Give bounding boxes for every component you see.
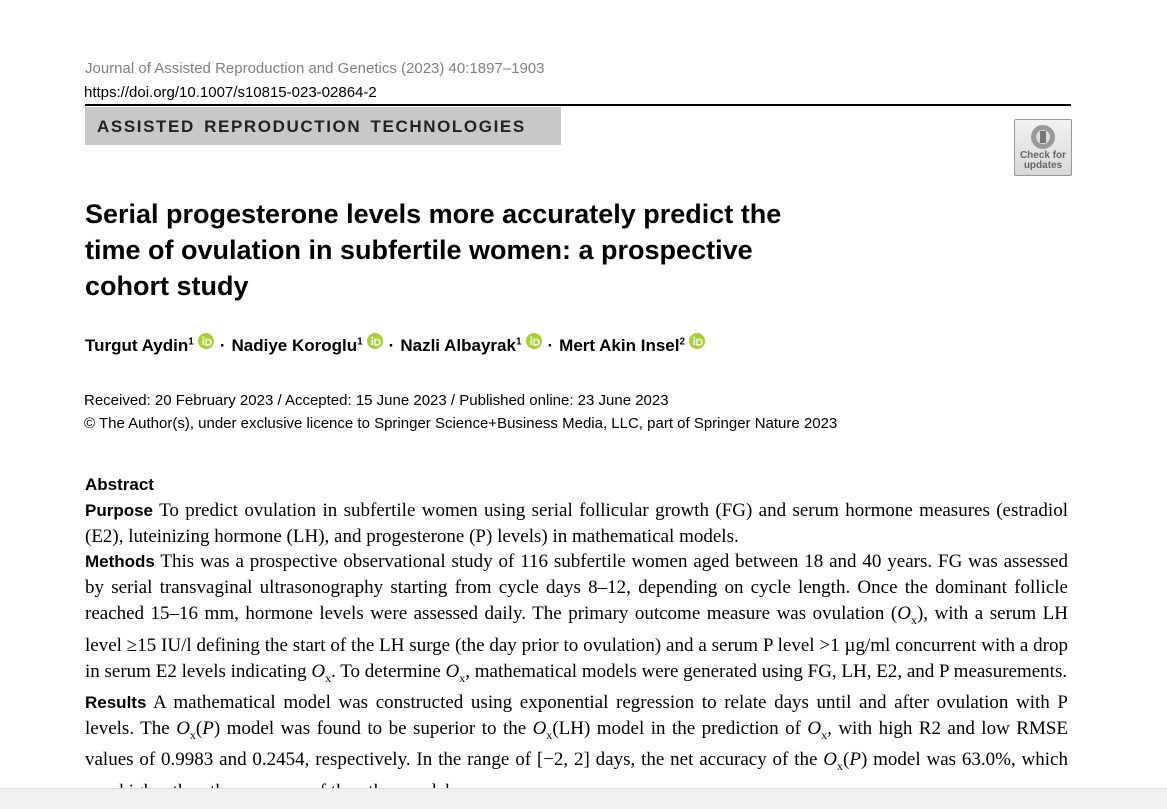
text-run: (LH) model in the prediction of <box>552 717 808 739</box>
author-separator: · <box>547 336 554 355</box>
text-run: To predict ovulation in subfertile women… <box>85 500 1068 547</box>
math-subscript: x <box>837 759 844 774</box>
author-name: Nadiye Koroglu <box>231 336 358 355</box>
authors: Turgut Aydin1 · Nadiye Koroglu1 · Nazli Alba… <box>85 333 711 356</box>
article-title: Serial progesterone levels more accurate… <box>85 199 782 301</box>
text-run: , mathematical models were generated usi… <box>465 660 1068 682</box>
rule <box>85 104 1071 106</box>
math-subscript: x <box>459 670 466 685</box>
badge-text: Check for <box>1019 150 1067 161</box>
author-name: Turgut Aydin <box>85 336 189 355</box>
math-italic: O <box>823 749 838 771</box>
math-italic: O <box>807 717 822 739</box>
math-symbol: Ox <box>532 717 553 742</box>
badge-icon <box>1031 125 1055 149</box>
text-run: This was a prospective observational stu… <box>85 551 1068 624</box>
math-italic: O <box>176 717 190 739</box>
section-label: ASSISTED REPRODUCTION TECHNOLOGIES <box>97 117 526 136</box>
check-updates-badge[interactable]: Check for updates <box>1014 119 1072 176</box>
math-italic: O <box>897 603 911 624</box>
copyright: © The Author(s), under exclusive licence… <box>84 415 838 432</box>
math-italic: O <box>532 717 547 739</box>
math-symbol: Ox <box>176 717 196 742</box>
math-symbol: Ox <box>445 660 466 685</box>
abstract-paragraph: Purpose To predict ovulation in subferti… <box>85 498 1068 550</box>
text-run: ( <box>843 749 850 771</box>
math-symbol: Ox <box>823 749 844 774</box>
math-italic: O <box>311 660 326 682</box>
text-run: ), with a serum LH level ≥15 IU/l defini… <box>85 603 1068 682</box>
author-name: Mert Akin Insel <box>559 336 680 355</box>
author-affiliation: 1 <box>188 336 194 348</box>
orcid-icon[interactable] <box>689 333 706 349</box>
orcid-icon[interactable] <box>525 333 542 349</box>
abstract-heading: Abstract <box>85 475 154 494</box>
author-affiliation: 1 <box>357 336 363 348</box>
orcid-icon[interactable] <box>366 333 383 349</box>
math-symbol: Ox <box>311 660 332 685</box>
abstract: Purpose To predict ovulation in subferti… <box>85 498 1068 804</box>
text-run: A mathematical model was constructed usi… <box>85 691 1069 739</box>
math-italic: P <box>849 749 861 771</box>
abstract-paragraph: Methods This was a prospective observati… <box>85 549 1068 691</box>
paragraph-label: Methods <box>85 552 155 571</box>
author-separator: · <box>388 336 395 355</box>
math-subscript: x <box>189 727 196 742</box>
paragraph-label: Purpose <box>85 501 154 520</box>
math-symbol: Ox <box>807 717 828 742</box>
text-run: ( <box>195 717 203 739</box>
author-name: Nazli Albayrak <box>400 336 516 355</box>
math-subscript: x <box>325 670 332 685</box>
badge-text: updates <box>1023 160 1063 171</box>
author-separator: · <box>219 336 226 355</box>
status-bar <box>0 788 1167 809</box>
orcid-icon[interactable] <box>197 333 214 349</box>
doi[interactable]: https://doi.org/10.1007/s10815-023-02864… <box>84 84 377 101</box>
math-subscript: x <box>821 727 828 742</box>
text-run: ) model was found to be superior to the <box>213 717 533 739</box>
math-subscript: x <box>546 727 553 742</box>
math-symbol: Ox <box>897 603 917 627</box>
math-italic: O <box>445 660 460 682</box>
journal-line: Journal of Assisted Reproduction and Gen… <box>85 60 545 77</box>
paragraph-label: Results <box>85 692 147 712</box>
abstract-paragraph: Results A mathematical model was constru… <box>85 690 1068 806</box>
section-box: ASSISTED REPRODUCTION TECHNOLOGIES <box>85 107 561 145</box>
author-affiliation: 1 <box>515 336 522 348</box>
math-symbol: P <box>202 718 214 739</box>
math-symbol: P <box>849 749 861 770</box>
math-italic: P <box>202 717 214 739</box>
dates: Received: 20 February 2023 / Accepted: 1… <box>84 392 669 409</box>
text-run: , with high R2 and low RMSE values of 0.… <box>85 717 1069 771</box>
math-subscript: x <box>910 612 917 627</box>
author-affiliation: 2 <box>679 336 686 348</box>
text-run: . To determine <box>331 660 446 682</box>
